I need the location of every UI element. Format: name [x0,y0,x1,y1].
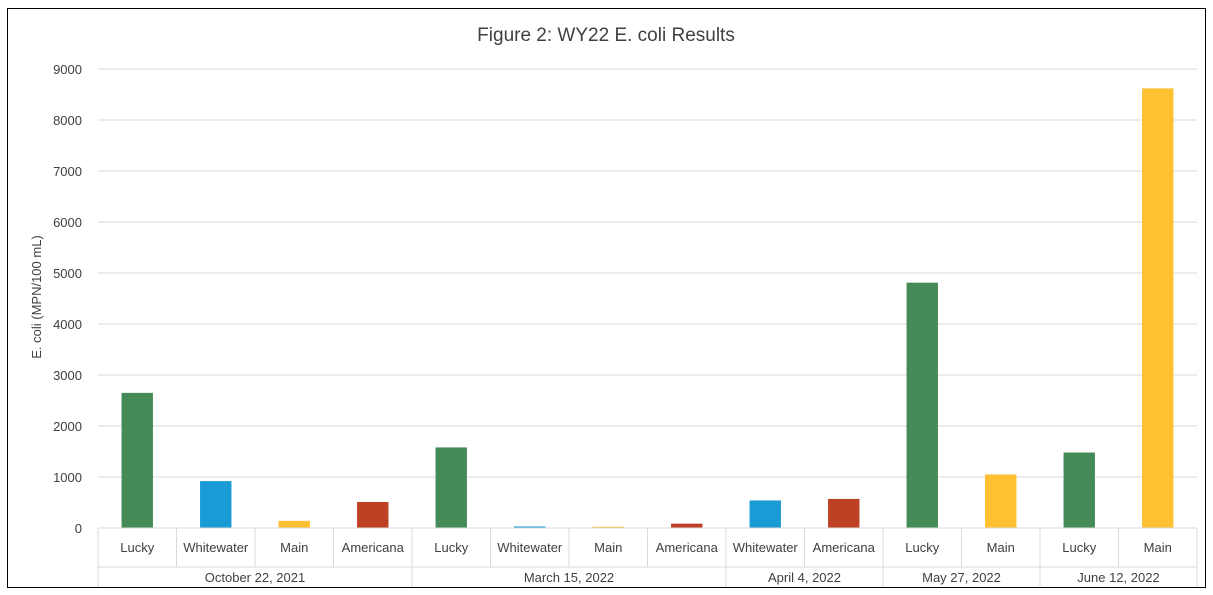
x-axis: Lucky Whitewater Main Americana October 22, … [97,527,1198,587]
x-category-label: Main [1144,540,1172,555]
y-tick-labels: 0 1000 2000 3000 4000 5000 6000 7000 8000 9000 [53,62,82,536]
bar-main [278,520,310,528]
x-category-label: Whitewater [183,540,249,555]
x-category-label: Main [594,540,622,555]
bar-americana [357,501,389,528]
x-group-label: October 22, 2021 [205,570,305,585]
x-category-label: Lucky [905,540,939,555]
y-tick-label: 5000 [53,266,82,281]
x-category-label: Main [280,540,308,555]
bar-americana [828,498,860,528]
x-group-label: May 27, 2022 [922,570,1001,585]
bar-americana [671,523,703,528]
y-tick-label: 6000 [53,215,82,230]
chart-frame: Figure 2: WY22 E. coli Results E. coli (… [7,8,1206,588]
x-group-label: March 15, 2022 [524,570,614,585]
bar-whitewater [200,481,232,528]
x-category-label: Lucky [1062,540,1096,555]
y-tick-label: 7000 [53,164,82,179]
bar-chart: Figure 2: WY22 E. coli Results E. coli (… [29,25,1198,587]
bar-lucky [906,282,938,528]
y-tick-label: 2000 [53,419,82,434]
bar-whitewater [749,500,781,528]
x-category-label: Americana [656,540,719,555]
chart-title: Figure 2: WY22 E. coli Results [477,25,735,46]
y-tick-label: 4000 [53,317,82,332]
bar-whitewater [514,526,546,528]
x-group-label: June 12, 2022 [1077,570,1159,585]
y-tick-label: 9000 [53,62,82,77]
bar-main [592,526,624,528]
y-tick-label: 3000 [53,368,82,383]
x-category-label: Whitewater [497,540,563,555]
x-category-label: Main [987,540,1015,555]
y-tick-label: 0 [75,521,82,536]
bar-main [1142,88,1174,528]
x-category-label: Americana [342,540,405,555]
bar-lucky [435,447,467,528]
bars [121,88,1174,528]
y-tick-label: 8000 [53,113,82,128]
x-category-label: Whitewater [733,540,799,555]
x-group-label: April 4, 2022 [768,570,841,585]
bar-main [985,474,1017,528]
y-tick-label: 1000 [53,470,82,485]
x-category-label: Lucky [434,540,468,555]
gridlines [98,68,1197,529]
y-axis-label: E. coli (MPN/100 mL) [29,235,44,359]
x-category-label: Lucky [120,540,154,555]
bar-lucky [121,392,153,528]
bar-lucky [1063,452,1095,528]
x-category-label: Americana [813,540,876,555]
